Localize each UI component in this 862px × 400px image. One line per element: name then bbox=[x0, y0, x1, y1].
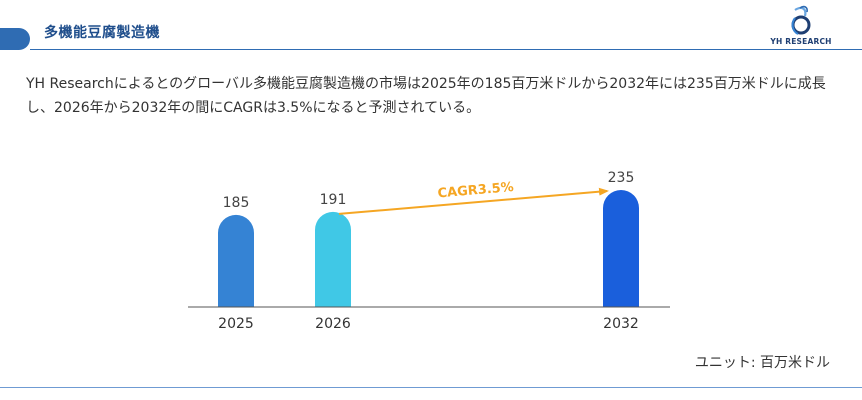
value-label-2026: 191 bbox=[320, 192, 347, 208]
bar-2025 bbox=[218, 214, 254, 307]
logo-text: YH RESEARCH bbox=[770, 37, 832, 46]
yh-research-logo: YH RESEARCH bbox=[770, 4, 832, 48]
market-size-chart: 185 2025 191 2026 235 2032 CAGR3.5% bbox=[188, 170, 670, 332]
page-title: 多機能豆腐製造機 bbox=[44, 25, 160, 41]
value-label-2032: 235 bbox=[608, 170, 635, 186]
header-divider bbox=[30, 49, 862, 50]
bar-2026 bbox=[315, 211, 351, 307]
x-tick-2026: 2026 bbox=[315, 316, 351, 332]
header-accent-tab bbox=[0, 28, 30, 50]
header-bar: 多機能豆腐製造機 YH RESEARCH bbox=[0, 0, 862, 56]
bar-2032 bbox=[603, 190, 639, 307]
cagr-arrow bbox=[338, 187, 609, 215]
footer-divider bbox=[0, 387, 862, 388]
value-label-2025: 185 bbox=[223, 195, 250, 211]
unit-label: ユニット: 百万米ドル bbox=[694, 355, 830, 371]
x-tick-2032: 2032 bbox=[603, 316, 639, 332]
x-tick-2025: 2025 bbox=[218, 316, 254, 332]
cagr-label: CAGR3.5% bbox=[437, 180, 514, 201]
logo-mark-icon bbox=[791, 5, 811, 35]
market-description: YH Researchによるとのグローバル多機能豆腐製造機の市場は2025年の1… bbox=[26, 76, 826, 116]
